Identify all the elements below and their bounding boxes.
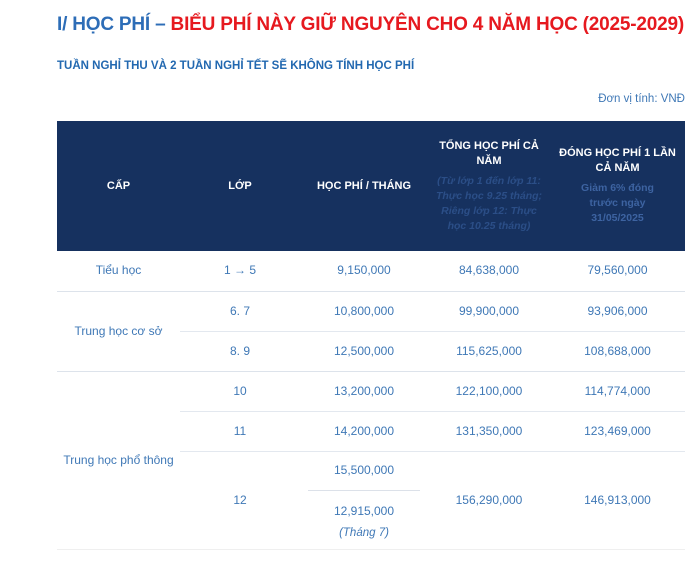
yearly-total-cell: 156,290,000 [428,450,550,550]
pay-once-cell: 114,774,000 [550,371,685,411]
monthly-fee-july: 12,915,000 [333,503,395,518]
monthly-fee-cell: 9,150,000 [300,251,428,292]
monthly-fee-cell: 14,200,000 [300,410,428,451]
level-cell: Trung học phổ thông [57,371,180,550]
grade-cell: 1 → 5 [180,251,300,292]
col-header-grade-label: LỚP [228,179,252,192]
grade-cell: 11 [180,410,300,451]
table-body: Tiểu học 1 → 5 9,150,000 84,638,000 79,5… [57,251,685,550]
title-section-label: I/ HỌC PHÍ – [57,14,171,35]
table-row: 8. 9 12,500,000 115,625,000 108,688,000 [57,330,685,372]
monthly-fee-cell: 13,200,000 [300,371,428,411]
pay-once-cell: 93,906,000 [550,291,685,331]
pay-once-cell: 146,913,000 [550,450,685,550]
monthly-fee-cell: 10,800,000 [300,291,428,331]
table-row: Trung học phổ thông 10 13,200,000 122,10… [57,371,685,550]
grade-cell: 12 [180,450,300,550]
col-header-level: CẤP [57,121,180,251]
col-header-pay-once-label: ĐÓNG HỌC PHÍ 1 LẦN CẢ NĂM [559,147,676,174]
col-header-level-label: CẤP [106,179,131,192]
table-row: 12 15,500,000 12,915,000 (Tháng 7) 156,2… [57,450,685,550]
col-header-yearly-total-label: TỔNG HỌC PHÍ CẢ NĂM [439,139,539,167]
table-row: Tiểu học 1 → 5 9,150,000 84,638,000 79,5… [57,251,685,292]
pay-once-cell: 123,469,000 [550,410,685,451]
yearly-total-note: (Từ lớp 1 đến lớp 11: Thực học 9.25 thán… [435,174,543,232]
grade-cell: 8. 9 [180,330,300,372]
grade-cell: 10 [180,371,300,411]
col-header-monthly-fee-label: HỌC PHÍ / THÁNG [316,179,412,192]
monthly-fee-cell: 15,500,000 12,915,000 (Tháng 7) [300,450,428,550]
level-cell: Tiểu học [57,251,180,292]
monthly-fee-july-note: (Tháng 7) [339,526,389,539]
currency-unit-note: Đơn vị tính: VNĐ [598,93,685,105]
content-area: I/ HỌC PHÍ – BIỂU PHÍ NÀY GIỮ NGUYÊN CHO… [0,13,700,550]
col-header-monthly-fee: HỌC PHÍ / THÁNG [300,121,428,251]
yearly-total-cell: 122,100,000 [428,371,550,411]
holiday-note: TUẦN NGHỈ THU VÀ 2 TUẦN NGHỈ TẾT SẼ KHÔN… [57,60,415,72]
pay-once-cell: 108,688,000 [550,330,685,372]
level-cell: Trung học cơ sở [57,291,180,372]
tuition-fee-table: CẤP LỚP HỌC PHÍ / THÁNG TỔNG HỌC PHÍ CẢ … [57,121,685,550]
pay-once-cell: 79,560,000 [550,251,685,292]
col-header-yearly-total: TỔNG HỌC PHÍ CẢ NĂM (Từ lớp 1 đến lớp 11… [428,121,550,251]
fee-split-divider [308,489,420,491]
yearly-total-cell: 99,900,000 [428,291,550,331]
pay-once-discount-note: Giảm 6% đóng trước ngày 31/05/2025 [581,182,654,224]
monthly-fee-main: 15,500,000 [333,462,395,477]
monthly-fee-cell: 12,500,000 [300,330,428,372]
title-highlight: BIỂU PHÍ NÀY GIỮ NGUYÊN CHO 4 NĂM HỌC (2… [170,14,685,35]
table-row: Trung học cơ sở 6. 7 10,800,000 99,900,0… [57,291,685,372]
col-header-grade: LỚP [180,121,300,251]
grade-cell: 6. 7 [180,291,300,331]
yearly-total-cell: 115,625,000 [428,330,550,372]
yearly-total-cell: 131,350,000 [428,410,550,451]
col-header-pay-once: ĐÓNG HỌC PHÍ 1 LẦN CẢ NĂM Giảm 6% đóng t… [550,121,685,251]
yearly-total-cell: 84,638,000 [428,251,550,292]
table-row: 11 14,200,000 131,350,000 123,469,000 [57,410,685,451]
page-title: I/ HỌC PHÍ – BIỂU PHÍ NÀY GIỮ NGUYÊN CHO… [57,13,685,37]
grade12-monthly-fee-stack: 15,500,000 12,915,000 (Tháng 7) [306,453,422,548]
table-header: CẤP LỚP HỌC PHÍ / THÁNG TỔNG HỌC PHÍ CẢ … [57,121,685,251]
